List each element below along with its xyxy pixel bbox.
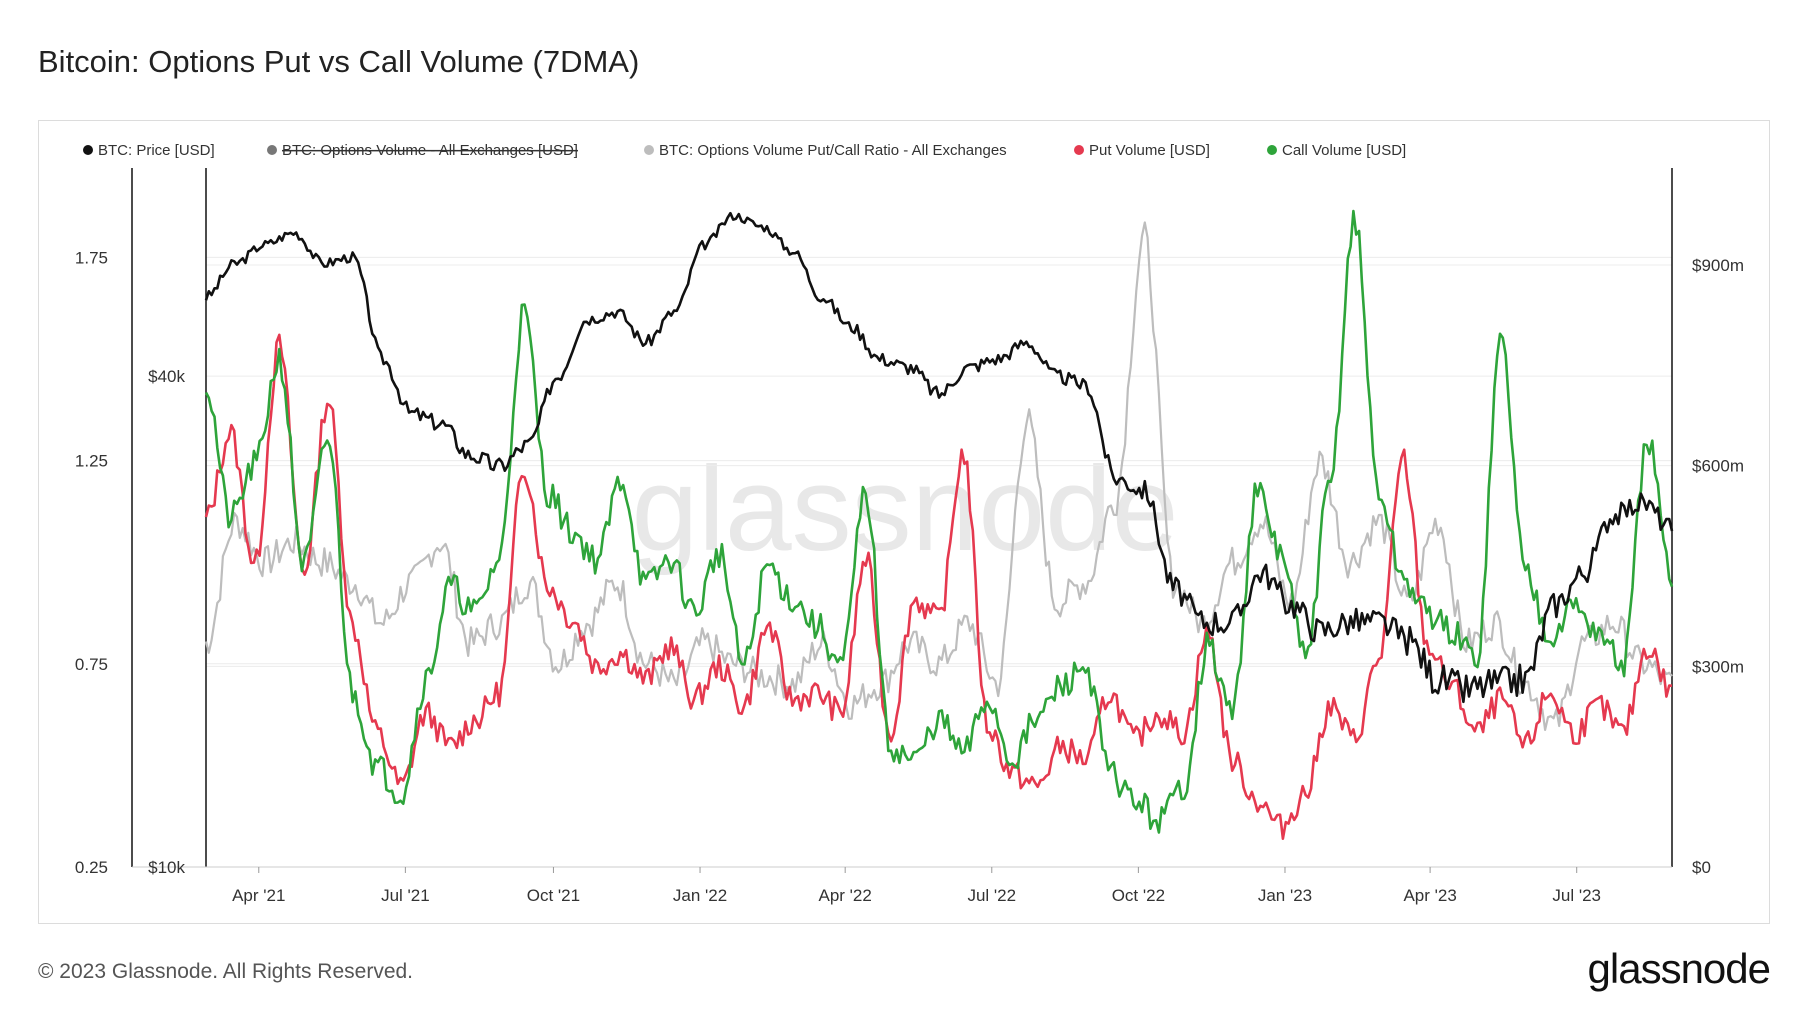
- legend-label: BTC: Price [USD]: [98, 142, 215, 159]
- chart-title: Bitcoin: Options Put vs Call Volume (7DM…: [38, 44, 640, 79]
- legend-swatch: [644, 145, 654, 155]
- x-tick-label: Jan '23: [1258, 886, 1312, 905]
- ratio-tick-label: 0.75: [75, 655, 108, 674]
- x-tick-label: Oct '21: [527, 886, 580, 905]
- ratio-tick-label: 1.25: [75, 452, 108, 471]
- volume-tick-label: $900m: [1692, 256, 1744, 275]
- legend-item-call[interactable]: Call Volume [USD]: [1267, 142, 1406, 159]
- legend-item-ratio[interactable]: BTC: Options Volume Put/Call Ratio - All…: [644, 142, 1007, 159]
- price-tick-label: $10k: [148, 858, 185, 877]
- legend-item-price[interactable]: BTC: Price [USD]: [83, 142, 215, 159]
- series-line-ratio[interactable]: [204, 221, 1673, 731]
- ratio-tick-label: 1.75: [75, 248, 108, 267]
- x-tick-label: Jul '22: [967, 886, 1016, 905]
- legend-label: BTC: Options Volume - All Exchanges [USD…: [282, 142, 578, 159]
- legend-swatch: [1074, 145, 1084, 155]
- volume-tick-label: $600m: [1692, 457, 1744, 476]
- legend-item-options_volume[interactable]: BTC: Options Volume - All Exchanges [USD…: [267, 142, 578, 159]
- legend-item-put[interactable]: Put Volume [USD]: [1074, 142, 1210, 159]
- chart-panel: [38, 120, 1770, 924]
- x-tick-label: Jul '23: [1552, 886, 1601, 905]
- ratio-tick-label: 0.25: [75, 858, 108, 877]
- volume-tick-label: $0: [1692, 858, 1711, 877]
- x-tick-label: Apr '21: [232, 886, 285, 905]
- legend: BTC: Price [USD] BTC: Options Volume - Al…: [83, 142, 1406, 159]
- glassnode-logo[interactable]: glassnode: [1587, 945, 1771, 992]
- x-tick-label: Apr '22: [819, 886, 872, 905]
- series-line-call[interactable]: [204, 209, 1674, 834]
- series-line-price[interactable]: [204, 211, 1674, 704]
- legend-swatch: [267, 145, 277, 155]
- x-tick-label: Jan '22: [673, 886, 727, 905]
- x-tick-label: Oct '22: [1112, 886, 1165, 905]
- price-tick-label: $40k: [148, 367, 185, 386]
- x-tick-label: Jul '21: [381, 886, 430, 905]
- volume-tick-label: $300m: [1692, 657, 1744, 676]
- legend-label: Put Volume [USD]: [1089, 142, 1210, 159]
- legend-label: BTC: Options Volume Put/Call Ratio - All…: [659, 142, 1007, 159]
- axes-layer: 1.75 1.25 0.75 0.25 $40k $10k $900m $600m $300m $…: [75, 168, 1744, 905]
- legend-label: Call Volume [USD]: [1282, 142, 1406, 159]
- x-tick-label: Apr '23: [1403, 886, 1456, 905]
- legend-swatch: [83, 145, 93, 155]
- series-layer: [204, 209, 1674, 840]
- copyright-text: © 2023 Glassnode. All Rights Reserved.: [38, 960, 414, 983]
- series-line-put[interactable]: [204, 333, 1673, 840]
- legend-swatch: [1267, 145, 1277, 155]
